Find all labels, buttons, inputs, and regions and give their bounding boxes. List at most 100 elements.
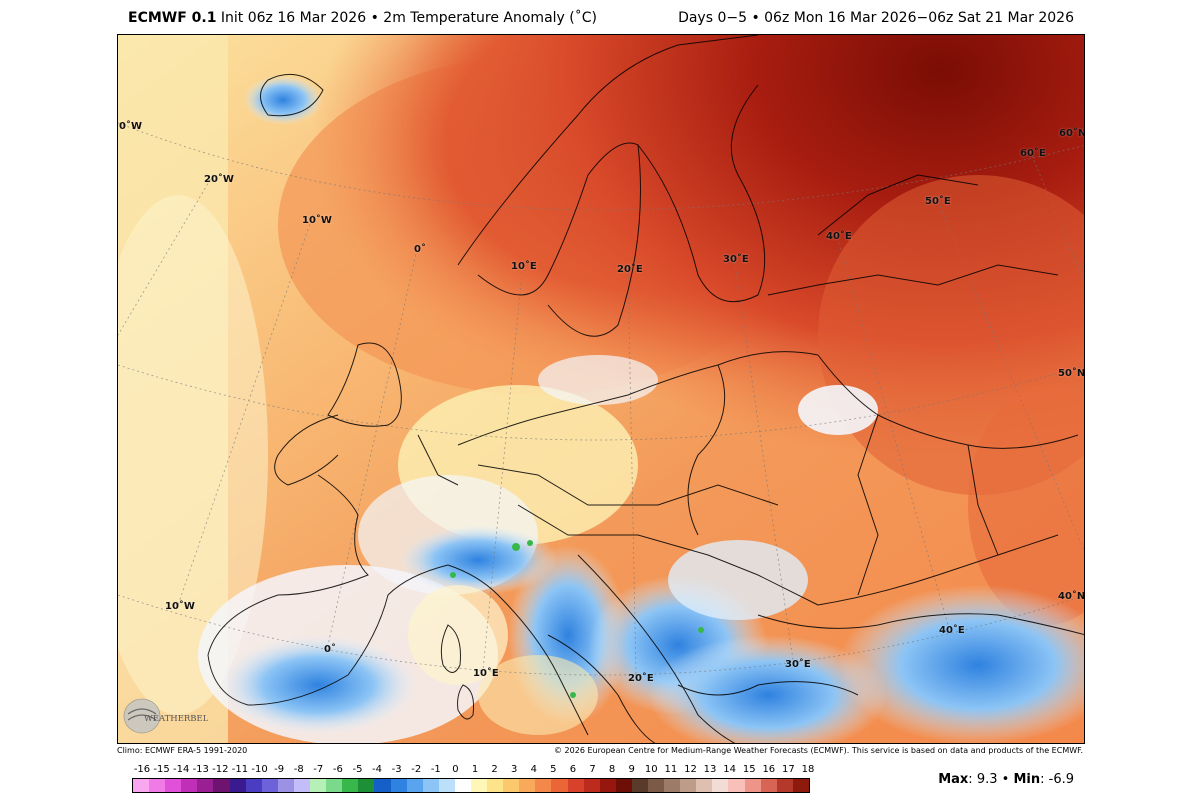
- colorbar-swatch: [326, 779, 343, 792]
- lon-label: 0˚: [324, 644, 336, 655]
- colorbar-tick-label: 16: [762, 764, 776, 775]
- colorbar-swatch: [133, 779, 150, 792]
- weatherbell-logo: WEATHERBELL: [122, 696, 214, 736]
- colorbar-swatch: [776, 779, 793, 792]
- colorbar-swatch: [342, 779, 359, 792]
- colorbar-tick-label: -3: [391, 764, 402, 775]
- lon-label: 50˚E: [925, 196, 951, 207]
- init-time: Init 06z 16 Mar 2026: [220, 10, 367, 26]
- colorbar-tick-label: -2: [411, 764, 422, 775]
- max-value: 9.3: [976, 772, 998, 787]
- colorbar-tick-label: -16: [133, 764, 151, 775]
- colorbar-swatch: [374, 779, 391, 792]
- max-label: Max: [938, 772, 969, 787]
- colorbar-swatch: [648, 779, 665, 792]
- min-value: -6.9: [1048, 772, 1074, 787]
- colorbar-swatch: [390, 779, 407, 792]
- colorbar-tick-label: 1: [471, 764, 479, 775]
- colorbar-swatch: [615, 779, 632, 792]
- separator: •: [1001, 772, 1010, 787]
- colorbar-swatch: [519, 779, 536, 792]
- colorbar-tick-label: 9: [628, 764, 635, 775]
- colorbar-tick-label: -15: [153, 764, 170, 775]
- lon-label: 0˚W: [119, 121, 142, 132]
- colorbar-swatch: [422, 779, 439, 792]
- colorbar-tick-label: 3: [510, 764, 518, 775]
- copyright-credit: © 2026 European Centre for Medium-Range …: [554, 746, 1083, 755]
- colorbar-tick-label: -12: [212, 764, 229, 775]
- colorbar-swatch: [680, 779, 697, 792]
- lon-label: 30˚E: [723, 254, 749, 265]
- colorbar-tick-label: 18: [801, 764, 815, 775]
- colorbar-tick-label: -7: [313, 764, 324, 775]
- colorbar-tick-label: 5: [550, 764, 557, 775]
- map-title: ECMWF 0.1 Init 06z 16 Mar 2026 • 2m Temp…: [128, 10, 597, 26]
- colorbar-swatch: [728, 779, 745, 792]
- colorbar-tick-label: 8: [608, 764, 616, 775]
- colorbar-swatch: [181, 779, 198, 792]
- colorbar-swatch: [229, 779, 246, 792]
- colorbar-tick-label: -1: [430, 764, 441, 775]
- lat-label: 50˚N: [1058, 368, 1085, 379]
- colorbar-swatch: [792, 779, 809, 792]
- colorbar-swatch: [358, 779, 375, 792]
- lon-label: 30˚E: [785, 659, 811, 670]
- lon-label: 60˚E: [1020, 148, 1046, 159]
- colorbar-tick-label: 12: [684, 764, 697, 775]
- variable-name: 2m Temperature Anomaly (˚C): [383, 10, 597, 26]
- colorbar-swatch: [696, 779, 713, 792]
- colorbar: [132, 778, 810, 793]
- max-min-stats: Max: 9.3 • Min: -6.9: [938, 772, 1074, 787]
- colorbar-swatch: [310, 779, 327, 792]
- colorbar-swatch: [293, 779, 311, 792]
- colorbar-swatch: [165, 779, 182, 792]
- lon-label: 10˚E: [473, 668, 499, 679]
- colorbar-swatch: [487, 779, 504, 792]
- colorbar-tick-label: 13: [703, 764, 717, 775]
- lon-label: 40˚E: [939, 625, 965, 636]
- colorbar-tick-label: 2: [491, 764, 498, 775]
- valid-range: Days 0−5 • 06z Mon 16 Mar 2026−06z Sat 2…: [678, 10, 1074, 26]
- logo-icon: WEATHERBELL: [123, 698, 214, 734]
- colorbar-tick-label: 17: [782, 764, 795, 775]
- separator: •: [370, 10, 379, 26]
- colorbar-swatch: [213, 779, 230, 792]
- colorbar-tick-label: 7: [589, 764, 596, 775]
- colorbar-tick-label: 6: [569, 764, 577, 775]
- colorbar-tick-label: 0: [452, 764, 459, 775]
- climo-credit: Climo: ECMWF ERA-5 1991-2020: [117, 746, 248, 755]
- colorbar-tick-label: -9: [274, 764, 285, 775]
- colorbar-swatch: [149, 779, 166, 792]
- colorbar-swatch: [535, 779, 552, 792]
- colorbar-swatch: [277, 779, 294, 792]
- colorbar-tick-labels: -16 -15 -14 -13 -12 -11 -10 -9 -8 -7 -6 -5 -4 -3 -2 -1 0…: [132, 764, 815, 778]
- lon-label: 20˚E: [617, 264, 643, 275]
- colorbar-swatch: [245, 779, 262, 792]
- colorbar-tick-label: -8: [293, 764, 304, 775]
- anomaly-field: [118, 35, 1084, 743]
- colorbar-tick-label: 4: [530, 764, 537, 775]
- colorbar-tick-label: 11: [664, 764, 678, 775]
- lon-label: 20˚W: [204, 174, 234, 185]
- lon-label: 40˚E: [826, 231, 852, 242]
- temperature-anomaly-map: 0˚W 20˚W 10˚W 0˚ 10˚E 20˚E 30˚E 40˚E 50˚…: [117, 34, 1085, 744]
- lon-label: 10˚E: [511, 261, 537, 272]
- lon-label: 0˚: [414, 244, 426, 255]
- colorbar-swatch: [470, 779, 488, 792]
- colorbar-tick-label: 14: [723, 764, 737, 775]
- colorbar-tick-label: 10: [644, 764, 658, 775]
- colorbar-tick-label: -6: [332, 764, 343, 775]
- lon-label: 10˚W: [302, 215, 332, 226]
- colorbar-tick-label: -4: [372, 764, 383, 775]
- colorbar-swatch: [599, 779, 616, 792]
- colorbar-tick-label: 15: [742, 764, 756, 775]
- colorbar-swatch: [567, 779, 584, 792]
- colorbar-swatch: [503, 779, 520, 792]
- colorbar-swatch: [406, 779, 423, 792]
- colorbar-tick-label: -13: [192, 764, 209, 775]
- lat-label: 40˚N: [1058, 591, 1085, 602]
- colorbar-swatch: [664, 779, 681, 792]
- colorbar-swatch: [631, 779, 648, 792]
- colorbar-swatch: [744, 779, 761, 792]
- colorbar-tick-label: -5: [352, 764, 363, 775]
